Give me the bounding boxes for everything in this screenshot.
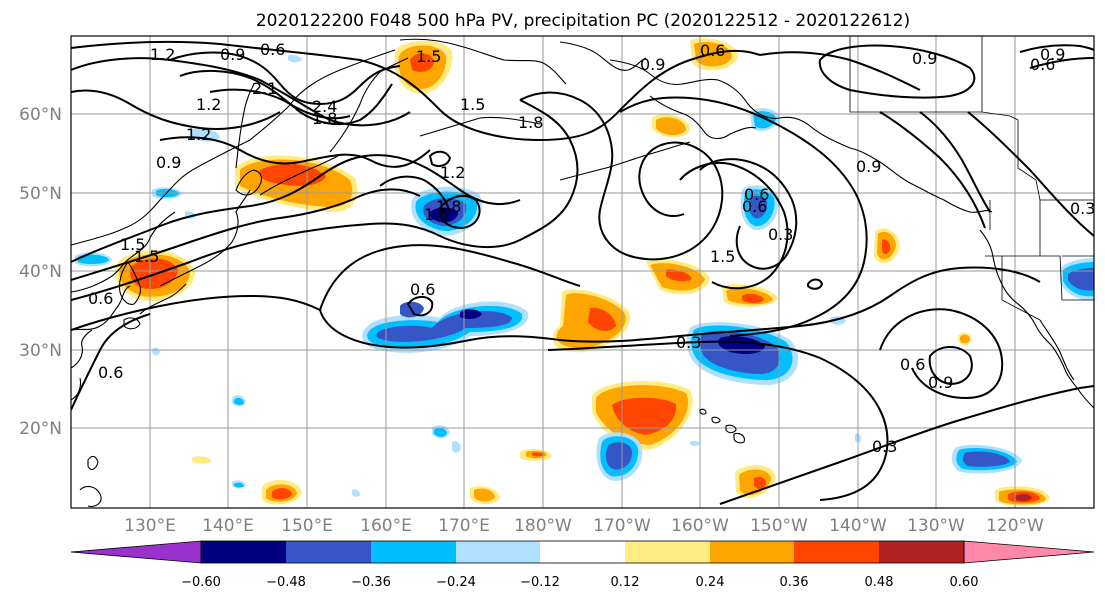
contour-label: 1.5 bbox=[120, 235, 145, 254]
contour-label: 1.5 bbox=[134, 247, 159, 266]
colorbar-frame bbox=[200, 540, 965, 564]
lon-label: 170°W bbox=[593, 516, 651, 536]
contour-label: 0.6 bbox=[742, 197, 767, 216]
contour-label: 0.9 bbox=[220, 45, 245, 64]
lat-label: 40°N bbox=[19, 262, 62, 282]
contour-label: 0.6 bbox=[744, 185, 769, 204]
contour-label: 1.8 bbox=[436, 197, 461, 216]
colorbar-tick-label: −0.60 bbox=[181, 575, 221, 590]
contour-label: 0.3 bbox=[1070, 199, 1095, 218]
colorbar: −0.60 −0.48 −0.36 −0.24 −0.12 0.12 0.24 … bbox=[70, 540, 1095, 590]
map-frame bbox=[70, 35, 1095, 509]
lon-label: 140°W bbox=[829, 516, 887, 536]
colorbar-segment bbox=[879, 541, 964, 563]
contour-label: 0.3 bbox=[768, 225, 793, 244]
lon-label: 140°E bbox=[202, 516, 254, 536]
colorbar-segment bbox=[540, 541, 625, 563]
colorbar-tick-label: 0.12 bbox=[611, 575, 640, 590]
coastlines bbox=[71, 38, 1094, 507]
lon-label: 160°E bbox=[360, 516, 412, 536]
contour-label: 1.2 bbox=[186, 125, 211, 144]
lat-label: 50°N bbox=[19, 184, 62, 204]
contour-label: 0.3 bbox=[872, 437, 897, 456]
contour-label: 1.5 bbox=[424, 205, 449, 224]
lon-label: 150°W bbox=[750, 516, 808, 536]
latitude-labels: 60°N 50°N 40°N 30°N 20°N bbox=[19, 105, 62, 439]
contour-label: 0.9 bbox=[640, 55, 665, 74]
colorbar-tick-label: 0.60 bbox=[950, 575, 979, 590]
map-title: 2020122200 F048 500 hPa PV, precipitatio… bbox=[256, 11, 910, 31]
contour-label: 1.5 bbox=[460, 95, 485, 114]
colorbar-segment bbox=[201, 541, 286, 563]
contour-label: 0.6 bbox=[700, 41, 725, 60]
longitude-labels: 130°E 140°E 150°E 160°E 170°E 180°W 170°… bbox=[124, 516, 1044, 536]
colorbar-tick-label: −0.48 bbox=[266, 575, 306, 590]
lon-label: 130°W bbox=[907, 516, 965, 536]
contour-label: 0.6 bbox=[410, 280, 435, 299]
colorbar-extend-right bbox=[963, 540, 1095, 564]
colorbar-extend-left bbox=[70, 540, 202, 564]
contour-label: 0.6 bbox=[1030, 55, 1055, 74]
lat-label: 30°N bbox=[19, 341, 62, 361]
colorbar-segment bbox=[794, 541, 879, 563]
colorbar-tick-label: 0.36 bbox=[780, 575, 809, 590]
contour-label: 1.8 bbox=[518, 113, 543, 132]
colorbar-tick-label: 0.24 bbox=[696, 575, 725, 590]
contour-label: 0.9 bbox=[856, 157, 881, 176]
lat-label: 20°N bbox=[19, 419, 62, 439]
contour-label: 1.2 bbox=[196, 95, 221, 114]
lon-label: 130°E bbox=[124, 516, 176, 536]
lon-label: 180°W bbox=[514, 516, 572, 536]
colorbar-tick-label: 0.48 bbox=[865, 575, 894, 590]
contour-label: 1.5 bbox=[710, 247, 735, 266]
colorbar-segment bbox=[456, 541, 540, 563]
lon-label: 170°E bbox=[438, 516, 490, 536]
contour-label: 1.2 bbox=[440, 163, 465, 182]
lon-label: 150°E bbox=[281, 516, 333, 536]
contour-label: 1.5 bbox=[416, 47, 441, 66]
contour-label: 1.2 bbox=[150, 45, 175, 64]
pv-contours bbox=[71, 40, 1094, 505]
lon-label: 120°W bbox=[986, 516, 1044, 536]
lon-label: 160°W bbox=[671, 516, 729, 536]
contour-label: 0.9 bbox=[928, 373, 953, 392]
colorbar-segment bbox=[371, 541, 456, 563]
contour-label: 0.9 bbox=[912, 49, 937, 68]
contour-label: 0.6 bbox=[88, 289, 113, 308]
contour-label: 0.9 bbox=[156, 153, 181, 172]
colorbar-segment bbox=[710, 541, 794, 563]
colorbar-tick-label: −0.36 bbox=[351, 575, 391, 590]
contour-label: 0.6 bbox=[900, 355, 925, 374]
colorbar-tick-label: −0.24 bbox=[436, 575, 476, 590]
colorbar-segment bbox=[286, 541, 371, 563]
contour-label: 0.6 bbox=[98, 363, 123, 382]
lat-label: 60°N bbox=[19, 105, 62, 125]
contour-label: 0.3 bbox=[676, 333, 701, 352]
colorbar-tick-label: −0.12 bbox=[520, 575, 560, 590]
map-panel: 1.2 0.9 0.6 1.5 2.1 1.2 2.4 1.8 1.2 1.5 … bbox=[71, 36, 1095, 508]
contour-label: 0.6 bbox=[260, 40, 285, 59]
contour-label: 0.9 bbox=[1040, 45, 1065, 64]
contour-label: 2.4 bbox=[312, 97, 337, 116]
contour-label: 2.1 bbox=[252, 79, 277, 98]
borders bbox=[849, 36, 1094, 321]
contour-labels: 1.2 0.9 0.6 1.5 2.1 1.2 2.4 1.8 1.2 1.5 … bbox=[88, 40, 1095, 456]
colorbar-segment bbox=[625, 541, 710, 563]
contour-label: 1.8 bbox=[312, 109, 337, 128]
